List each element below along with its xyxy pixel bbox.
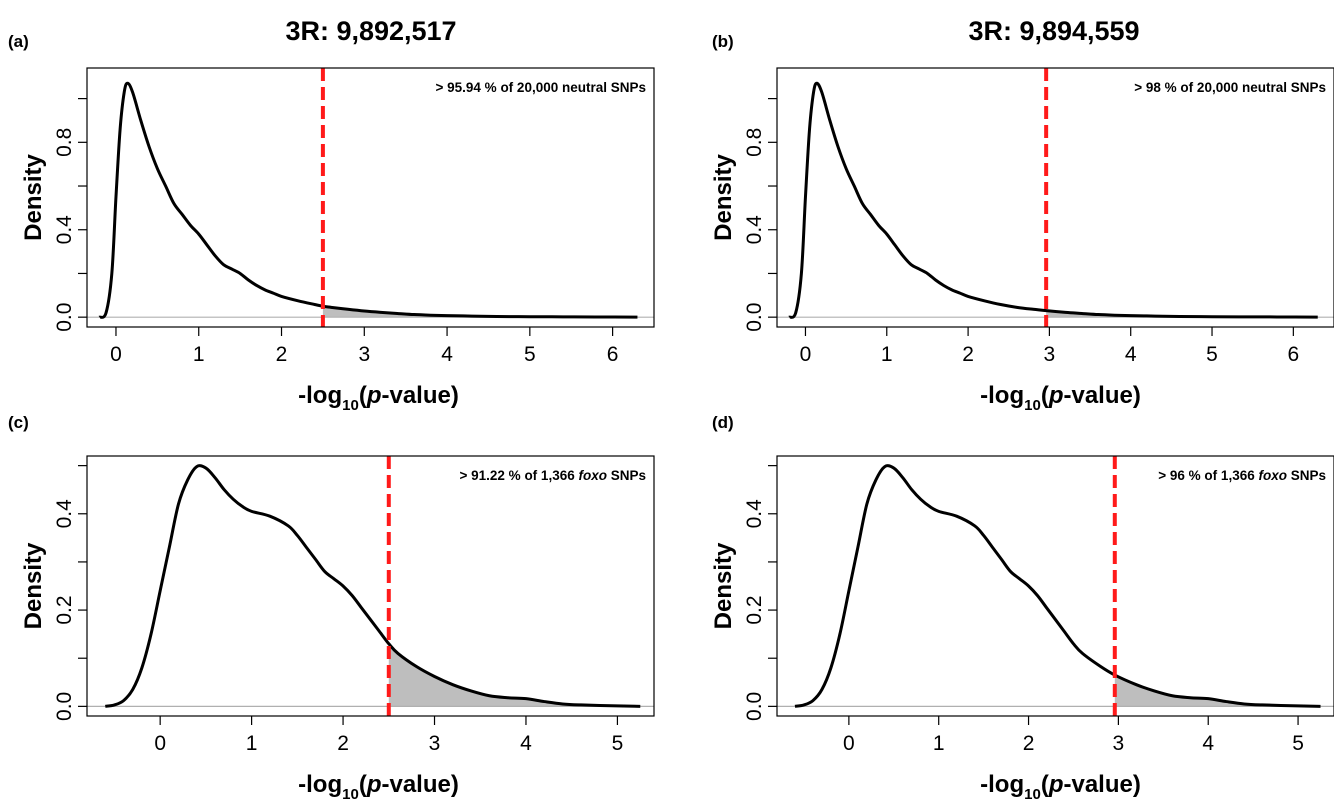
plot-frame	[86, 455, 655, 717]
x-tick-label: 6	[1287, 343, 1299, 366]
x-tick-label: 2	[276, 343, 288, 366]
x-tick-label: 1	[246, 732, 258, 755]
y-tick-label: 0.8	[743, 128, 766, 157]
panel-label: (d)	[712, 413, 734, 432]
x-tick-label: 2	[962, 343, 974, 366]
y-tick-label: 0.4	[53, 499, 76, 529]
density-curve	[794, 464, 1321, 708]
panel-c: (c) > 91.22 % of 1,366 foxo SNPs 0 1 2 3 4 5 0.0…	[8, 413, 655, 802]
plot-frame	[776, 455, 1334, 717]
panel-title: 3R: 9,892,517	[285, 16, 456, 46]
panel-label: (c)	[8, 413, 29, 432]
density-curve	[98, 81, 638, 319]
x-tick-label: 1	[193, 343, 205, 366]
x-tick-label: 1	[933, 732, 945, 755]
x-tick-label: 4	[1125, 343, 1137, 366]
x-tick-label: 6	[607, 343, 619, 366]
x-tick-label: 1	[881, 343, 893, 366]
panel-b: (b) 3R: 9,894,559 > 98 % of 20,000 neutral…	[710, 16, 1334, 414]
panel-label: (a)	[8, 32, 29, 51]
x-tick-label: 3	[358, 343, 370, 366]
x-axis-label: -log10(p-value)	[298, 382, 459, 414]
density-curve	[105, 464, 641, 708]
y-tick-label: 0.4	[743, 499, 766, 529]
x-tick-label: 3	[1044, 343, 1056, 366]
x-tick-label: 5	[612, 732, 624, 755]
annotation-text: > 95.94 % of 20,000 neutral SNPs	[436, 80, 646, 95]
x-tick-label: 4	[441, 343, 453, 366]
x-tick-label: 0	[843, 732, 855, 755]
y-tick-label: 0.2	[53, 595, 76, 624]
x-tick-label: 0	[800, 343, 812, 366]
x-tick-label: 2	[1023, 732, 1035, 755]
y-axis-label: Density	[20, 542, 47, 629]
x-axis-label: -log10(p-value)	[980, 382, 1141, 414]
x-tick-label: 4	[520, 732, 532, 755]
y-tick-label: 0.0	[53, 303, 76, 332]
x-tick-label: 4	[1202, 732, 1214, 755]
y-tick-label: 0.4	[53, 215, 76, 245]
y-tick-label: 0.0	[743, 692, 766, 721]
y-tick-label: 0.0	[743, 303, 766, 332]
y-axis-label: Density	[20, 154, 47, 241]
panel-label: (b)	[712, 32, 734, 51]
x-tick-label: 5	[1206, 343, 1218, 366]
y-axis-label: Density	[710, 542, 737, 629]
x-tick-label: 5	[1292, 732, 1304, 755]
x-tick-label: 3	[1113, 732, 1125, 755]
shaded-tail-area	[1114, 675, 1321, 707]
panel-d: (d) > 96 % of 1,366 foxo SNPs 0 1 2 3 4 5 0.0 0.2…	[710, 413, 1334, 802]
x-tick-label: 0	[110, 343, 122, 366]
density-curve	[788, 81, 1318, 319]
y-tick-label: 0.4	[743, 215, 766, 245]
x-tick-label: 5	[524, 343, 536, 366]
annotation-text: > 96 % of 1,366 foxo SNPs	[1158, 468, 1326, 483]
plot-frame	[776, 67, 1334, 328]
plot-frame	[86, 67, 655, 328]
y-tick-label: 0.0	[53, 692, 76, 721]
panel-title: 3R: 9,894,559	[968, 16, 1139, 46]
y-tick-label: 0.8	[53, 128, 76, 157]
x-axis-label: -log10(p-value)	[298, 771, 459, 802]
x-tick-label: 3	[429, 732, 441, 755]
shaded-tail-area	[388, 643, 641, 707]
annotation-text: > 91.22 % of 1,366 foxo SNPs	[460, 468, 646, 483]
x-tick-label: 0	[154, 732, 166, 755]
x-axis-label: -log10(p-value)	[980, 771, 1141, 802]
y-tick-label: 0.2	[743, 595, 766, 624]
panel-a: (a) 3R: 9,892,517 > 95.94 % of 20,000 neut…	[8, 16, 655, 414]
y-axis-label: Density	[710, 154, 737, 241]
x-tick-label: 2	[337, 732, 349, 755]
annotation-text: > 98 % of 20,000 neutral SNPs	[1134, 80, 1326, 95]
